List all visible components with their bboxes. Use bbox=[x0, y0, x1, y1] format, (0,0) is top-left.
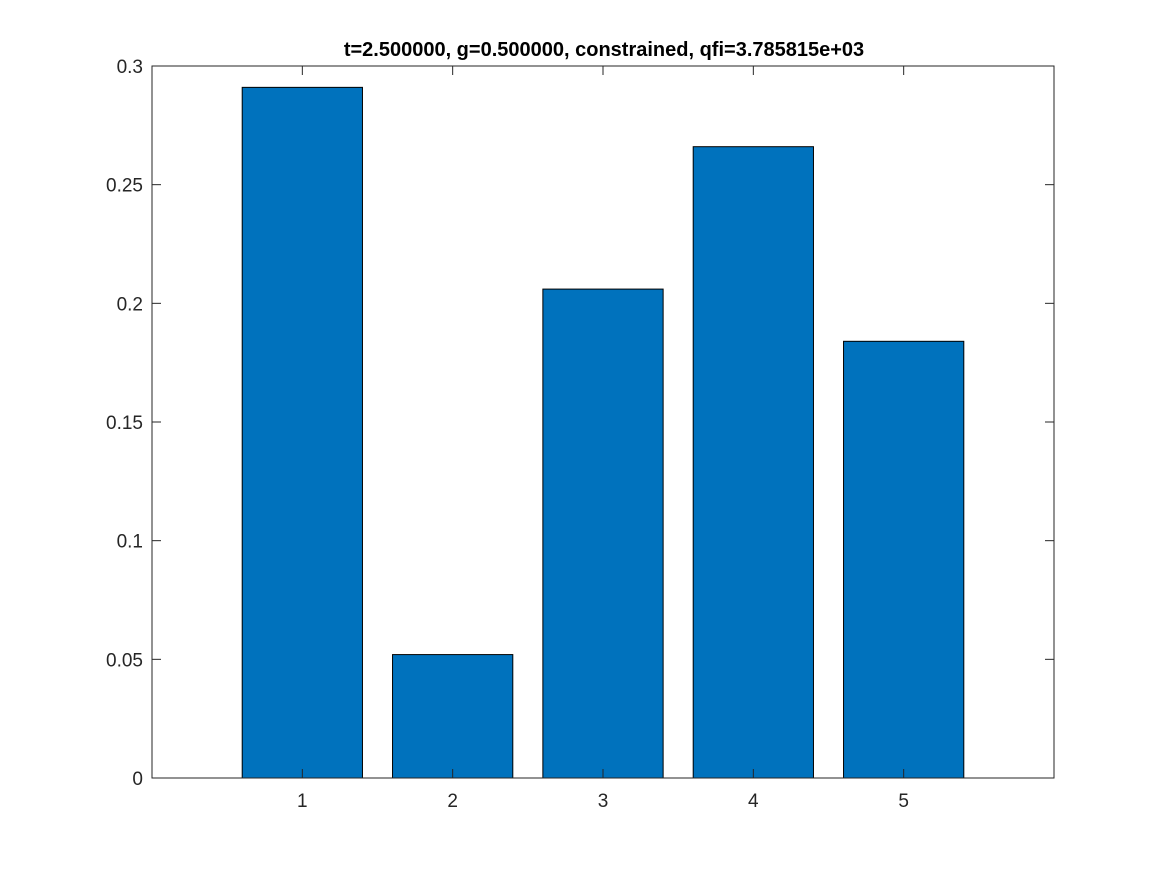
bar-3 bbox=[542, 288, 664, 779]
y-tick-label: 0.3 bbox=[117, 57, 143, 78]
chart-title: t=2.500000, g=0.500000, constrained, qfi… bbox=[344, 39, 864, 61]
bar-2 bbox=[392, 654, 514, 779]
bar-4 bbox=[692, 146, 814, 779]
y-tick-label: 0.2 bbox=[117, 294, 143, 315]
x-tick-label: 3 bbox=[598, 791, 609, 812]
x-tick-label: 2 bbox=[447, 791, 458, 812]
x-tick-label: 5 bbox=[898, 791, 909, 812]
y-tick-label: 0.15 bbox=[106, 413, 143, 434]
y-tick-label: 0.05 bbox=[106, 650, 143, 671]
y-tick-label: 0.25 bbox=[106, 176, 143, 197]
bar-1 bbox=[241, 86, 363, 779]
y-tick-label: 0.1 bbox=[117, 532, 143, 553]
bars-layer bbox=[241, 86, 965, 779]
x-tick-label: 1 bbox=[297, 791, 308, 812]
ticks-layer: 0 0.05 0.1 0.15 0.2 0.25 0.3 1 2 3 4 5 bbox=[106, 57, 1054, 812]
y-tick-label: 0 bbox=[132, 769, 143, 790]
x-tick-label: 4 bbox=[748, 791, 759, 812]
bar-5 bbox=[843, 340, 965, 779]
